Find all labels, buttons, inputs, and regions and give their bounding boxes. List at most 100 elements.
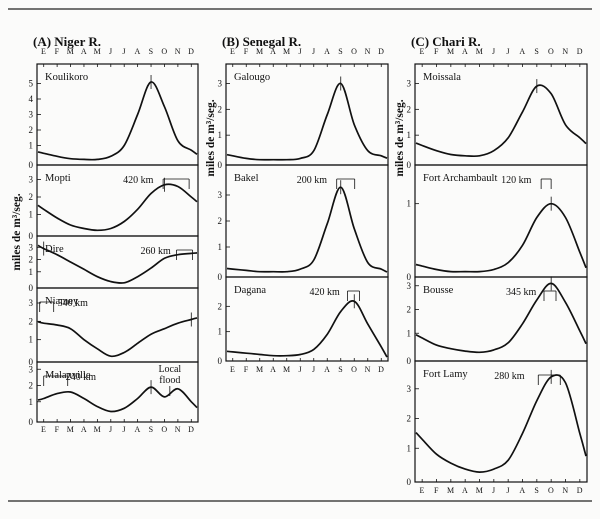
month-label-bottom: M [256,365,264,374]
month-label-bottom: S [149,425,154,434]
y-tick-label: 1 [29,397,34,407]
month-label-top: J [506,47,510,56]
y-tick-label: 2 [218,301,223,311]
month-label-bottom: J [492,486,496,495]
month-label-top: M [67,47,75,56]
month-label-bottom: S [534,486,539,495]
month-label-top: S [149,47,154,56]
y-tick-label: 3 [218,190,223,200]
station-name: Dagana [234,285,266,296]
y-axis-label-niger: miles de m³/seg. [11,193,23,270]
station-name: Fort Lamy [423,369,468,380]
y-tick-label: 0 [29,160,34,170]
month-label-top: J [298,47,302,56]
month-label-bottom: J [109,425,113,434]
y-tick-label: 1 [218,242,223,252]
lag-distance-label: 120 km [501,175,531,186]
y-tick-label: 5 [29,79,34,89]
month-label-bottom: J [312,365,316,374]
y-tick-label: 1 [407,199,412,209]
y-tick-label: 3 [29,175,34,185]
month-label-top: M [447,47,455,56]
panel-title-chari: (C) Chari R. [411,34,481,49]
y-tick-label: 1 [29,141,34,151]
discharge-curve-dagana [226,300,388,358]
y-tick-label: 3 [407,79,412,89]
y-tick-label: 0 [29,417,34,427]
y-tick-label: 3 [29,298,34,308]
month-label-top: S [534,47,539,56]
discharge-curve-bousse [415,282,587,354]
station-name: Mopti [45,173,71,184]
discharge-curve-fort-lamy [415,374,587,473]
y-tick-label: 0 [407,477,412,487]
y-tick-label: 3 [407,384,412,394]
month-label-bottom: N [562,486,568,495]
y-tick-label: 1 [29,267,34,277]
station-name: Niamey [45,296,79,307]
month-label-top: N [365,47,371,56]
station-name: Bakel [234,173,259,184]
month-label-top: E [419,47,424,56]
month-label-top: D [378,47,384,56]
month-label-top: N [562,47,568,56]
month-label-top: F [55,47,60,56]
y-tick-label: 2 [407,305,412,315]
y-tick-label: 2 [218,216,223,226]
y-tick-label: 1 [407,443,412,453]
month-label-top: J [312,47,316,56]
month-label-top: A [270,47,276,56]
local-flood-label: Local [158,364,181,375]
month-label-bottom: S [338,365,343,374]
month-label-bottom: E [230,365,235,374]
month-label-bottom: D [577,486,583,495]
y-tick-label: 2 [29,125,34,135]
station-name: Bousse [423,285,454,296]
station-name: Fort Archambault [423,173,497,184]
month-label-bottom: F [244,365,249,374]
month-label-bottom: A [270,365,276,374]
month-label-top: F [434,47,439,56]
y-tick-label: 1 [29,210,34,220]
month-label-top: E [230,47,235,56]
station-name: Moissala [423,72,461,83]
discharge-curve-galougo [226,82,388,161]
station-name: Koulikoro [45,72,88,83]
month-label-top: M [256,47,264,56]
lag-distance-label: 260 km [141,246,172,257]
local-flood-label: flood [159,375,180,386]
panel-title-niger: (A) Niger R. [33,34,101,49]
month-label-bottom: A [134,425,140,434]
month-label-top: N [175,47,181,56]
month-label-top: O [351,47,357,56]
month-label-top: A [462,47,468,56]
discharge-curve-bakel [226,186,388,273]
month-label-bottom: M [94,425,102,434]
y-tick-label: 4 [29,94,34,104]
month-label-top: J [492,47,496,56]
month-label-bottom: J [122,425,126,434]
month-label-bottom: D [378,365,384,374]
month-label-bottom: F [55,425,60,434]
y-tick-label: 0 [29,357,34,367]
y-tick-label: 0 [218,356,223,366]
y-tick-label: 2 [407,104,412,114]
month-label-bottom: M [67,425,75,434]
plots-layer: E F M A M J J A S O N DE F M A M J J A S O N D012345Koulikoro0… [29,47,588,495]
lag-distance-label: 345 km [506,287,537,298]
month-label-bottom: O [548,486,554,495]
station-name: Malanville [45,370,91,381]
month-label-top: S [338,47,343,56]
month-label-top: J [109,47,113,56]
y-tick-label: 0 [29,231,34,241]
y-tick-label: 1 [218,327,223,337]
y-tick-label: 2 [29,255,34,265]
lag-distance-label: 540 km [58,298,89,309]
y-tick-label: 3 [29,364,34,374]
month-label-bottom: A [462,486,468,495]
y-tick-label: 2 [29,381,34,391]
lag-distance-label: 420 km [123,175,154,186]
month-label-bottom: E [419,486,424,495]
month-label-top: O [161,47,167,56]
y-tick-label: 0 [407,356,412,366]
